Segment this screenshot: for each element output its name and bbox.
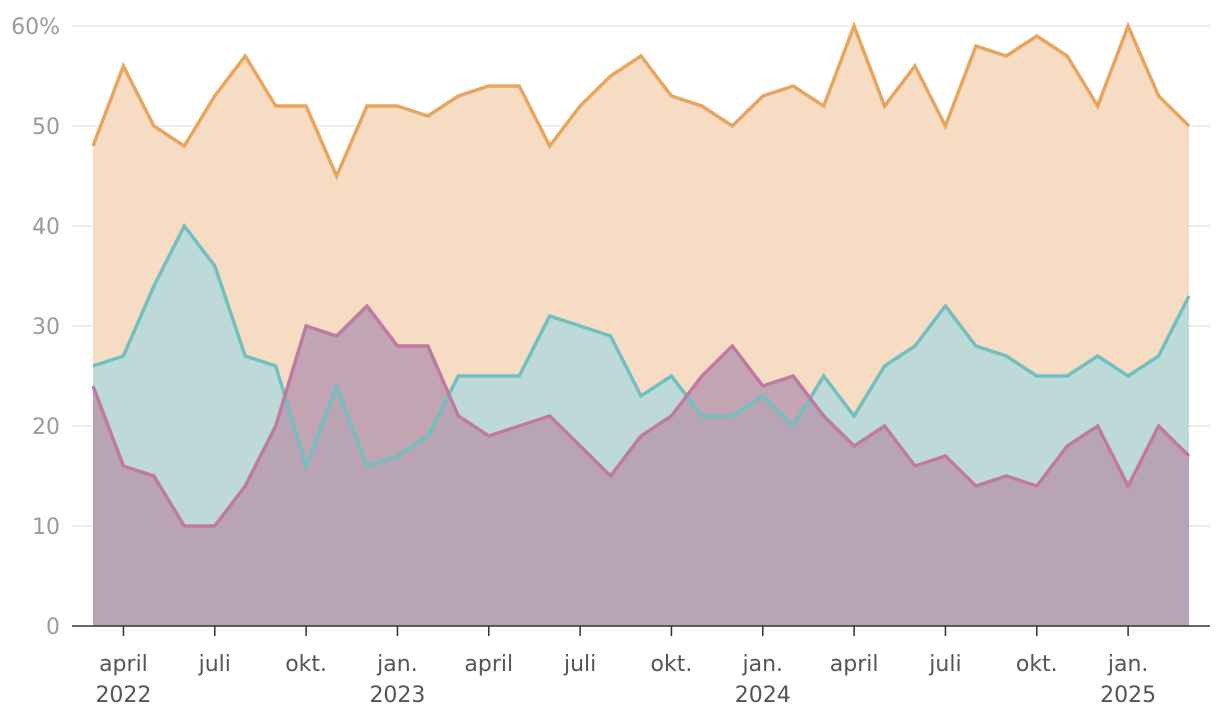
- x-axis: april 2022 juli okt. jan. 2023 april juli okt. ja…: [72, 625, 1210, 708]
- x-tick-label: april: [830, 652, 879, 677]
- x-tick-label: april: [464, 652, 513, 677]
- y-tick-label: 10: [32, 515, 60, 540]
- x-tick-label: okt.: [285, 652, 327, 677]
- series-area-3: [93, 306, 1189, 626]
- y-tick-label: 30: [32, 315, 60, 340]
- y-axis: 0 10 20 30 40 50 60%: [11, 15, 60, 640]
- series-areas: [93, 26, 1189, 626]
- x-tick-year-label: 2024: [735, 683, 791, 708]
- x-tick-label: okt.: [651, 652, 693, 677]
- y-tick-label: 60%: [11, 15, 60, 40]
- y-tick-label: 50: [32, 115, 60, 140]
- x-tick-label: jan.: [742, 652, 784, 677]
- x-tick-year-label: 2025: [1100, 683, 1156, 708]
- y-tick-label: 0: [46, 615, 60, 640]
- y-tick-label: 40: [32, 215, 60, 240]
- x-tick-year-label: 2023: [369, 683, 425, 708]
- x-tick-label: juli: [928, 652, 961, 677]
- x-tick-label: april: [99, 652, 148, 677]
- x-tick-label: jan.: [376, 652, 418, 677]
- x-tick-label: juli: [563, 652, 596, 677]
- x-tick-label: okt.: [1016, 652, 1058, 677]
- series-line-2: [92, 222, 1191, 472]
- series-line-1: [91, 21, 1191, 181]
- x-tick-year-label: 2022: [95, 683, 151, 708]
- x-tick-label: jan.: [1107, 652, 1149, 677]
- y-tick-label: 20: [32, 415, 60, 440]
- x-tick-label: juli: [198, 652, 231, 677]
- series-line-3: [91, 303, 1191, 528]
- series-lines: [91, 21, 1191, 528]
